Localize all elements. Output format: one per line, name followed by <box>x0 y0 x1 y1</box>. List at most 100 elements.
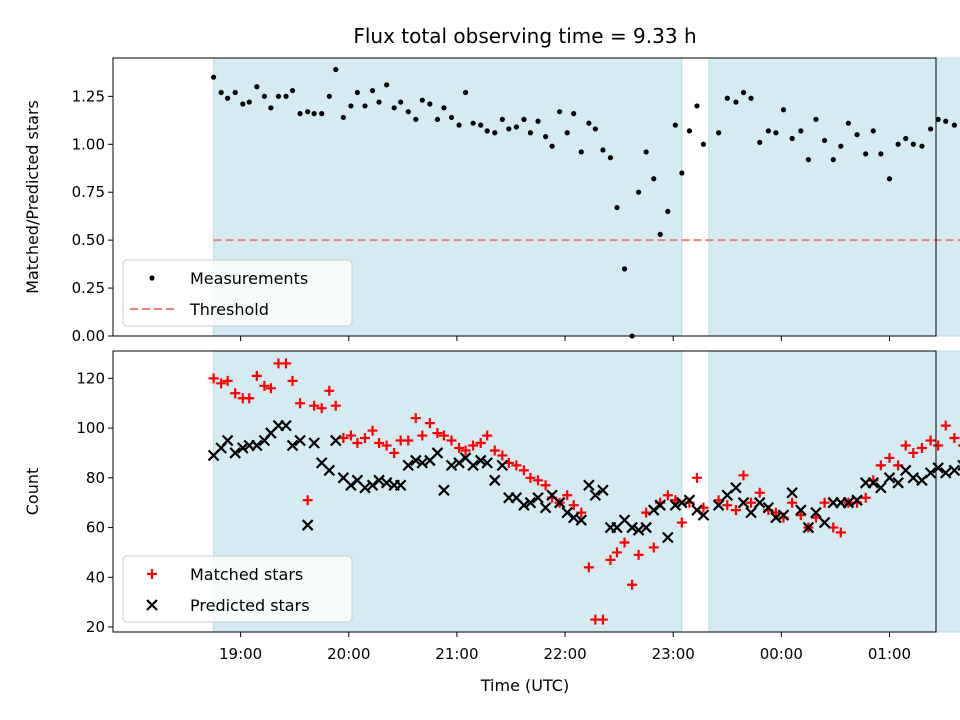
data-point <box>669 499 682 511</box>
data-point <box>348 103 354 109</box>
data-point <box>230 388 241 399</box>
data-point <box>499 116 505 122</box>
data-point <box>886 176 893 182</box>
data-point <box>254 84 260 90</box>
legend-box <box>122 555 353 623</box>
data-point <box>474 454 487 467</box>
data-point <box>259 380 270 391</box>
data-point <box>432 428 443 439</box>
data-point <box>662 490 673 501</box>
data-point <box>722 500 733 511</box>
data-point <box>413 116 419 122</box>
data-point <box>740 89 747 96</box>
data-point <box>738 470 749 481</box>
data-point <box>416 457 429 469</box>
data-point <box>910 141 916 147</box>
data-point <box>527 130 534 136</box>
data-point <box>482 430 493 441</box>
data-point <box>819 497 830 508</box>
data-point <box>403 435 414 446</box>
data-point <box>805 157 811 163</box>
observing-window <box>708 57 960 337</box>
data-point <box>225 95 231 101</box>
data-point <box>338 433 349 444</box>
data-point <box>875 460 886 471</box>
data-point <box>316 403 327 414</box>
data-point <box>633 549 644 560</box>
data-point <box>818 516 831 529</box>
y-tick-label: 80 <box>86 469 105 487</box>
data-point <box>654 499 667 511</box>
data-point <box>951 122 957 128</box>
data-point <box>340 114 346 121</box>
data-point <box>748 95 754 101</box>
x-tick-label: 22:00 <box>543 645 586 663</box>
data-point <box>221 434 234 447</box>
data-point <box>700 141 707 147</box>
data-point <box>369 87 376 94</box>
data-point <box>745 506 757 519</box>
legend-label: Threshold <box>189 300 269 319</box>
data-point <box>586 120 592 126</box>
data-point <box>301 519 314 531</box>
data-point <box>787 497 798 508</box>
data-point <box>842 496 855 509</box>
data-point <box>496 459 509 472</box>
data-point <box>892 477 904 489</box>
data-point <box>564 130 570 136</box>
data-point <box>665 208 671 214</box>
series-measurements <box>210 66 957 339</box>
data-point <box>737 496 750 509</box>
data-point <box>484 128 490 134</box>
data-point <box>592 126 598 132</box>
y-axis-label: Count <box>23 468 42 516</box>
data-point <box>672 122 678 128</box>
data-point <box>492 130 498 136</box>
data-point <box>626 521 638 534</box>
data-point <box>908 447 919 458</box>
data-point <box>281 358 292 369</box>
data-point <box>305 109 311 115</box>
data-point <box>410 413 421 424</box>
data-point <box>878 151 884 157</box>
data-point <box>686 128 693 134</box>
data-point <box>949 433 960 444</box>
data-point <box>398 99 404 105</box>
data-point <box>333 66 339 73</box>
data-point <box>454 442 465 453</box>
data-point <box>762 501 775 514</box>
data-point <box>557 109 563 115</box>
data-point <box>925 435 936 446</box>
x-axis-label: Time (UTC) <box>480 676 569 695</box>
data-point <box>939 467 952 479</box>
data-point <box>488 474 501 487</box>
data-point <box>927 126 934 132</box>
data-point <box>533 475 544 486</box>
data-point <box>935 116 941 122</box>
data-point <box>694 103 700 109</box>
data-point <box>431 447 444 459</box>
data-point <box>754 487 765 498</box>
data-point <box>438 430 449 441</box>
data-point <box>795 504 807 516</box>
data-point <box>605 554 616 565</box>
y-tick-label: 100 <box>76 419 105 437</box>
legend-label: Measurements <box>190 269 308 288</box>
data-point <box>309 400 320 411</box>
data-point <box>860 492 871 503</box>
data-point <box>319 111 325 117</box>
data-point <box>765 128 771 134</box>
data-point <box>417 430 428 441</box>
data-point <box>773 130 779 136</box>
data-point <box>924 467 937 479</box>
data-point <box>697 509 710 521</box>
data-point <box>489 445 500 456</box>
data-point <box>730 505 741 516</box>
data-point <box>854 132 860 138</box>
data-point <box>867 477 880 489</box>
data-point <box>518 499 530 511</box>
data-point <box>232 89 238 96</box>
y-tick-label: 1.25 <box>72 87 105 105</box>
legend-label: Predicted stars <box>190 596 310 615</box>
